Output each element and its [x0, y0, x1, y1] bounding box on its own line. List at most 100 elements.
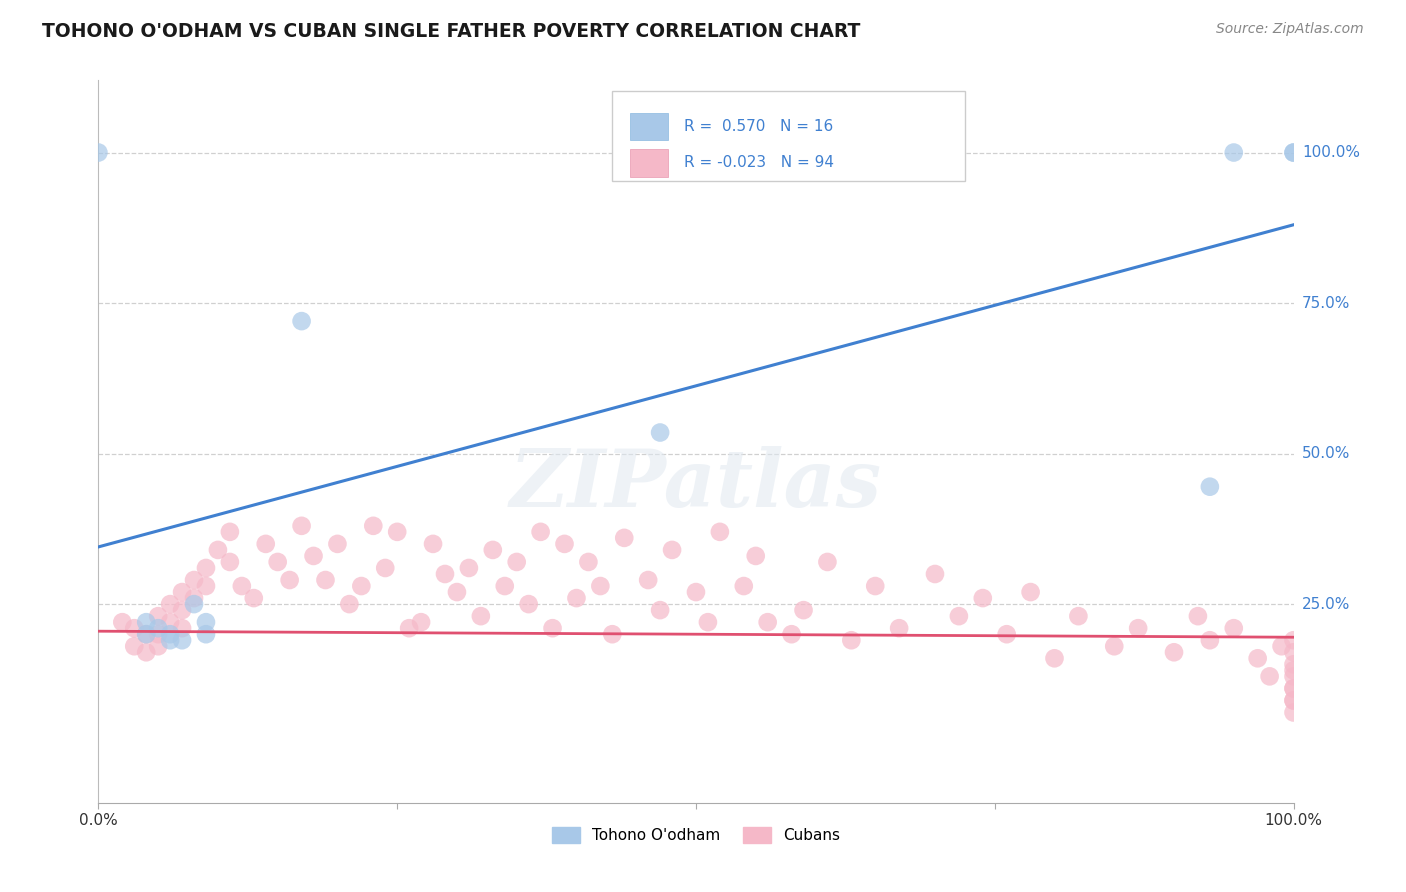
FancyBboxPatch shape [613, 91, 965, 181]
Point [602, 627, 624, 641]
Point [1282, 657, 1305, 672]
Point [172, 633, 194, 648]
Point [148, 627, 170, 641]
Point [219, 524, 242, 539]
Point [841, 633, 863, 648]
Point [1258, 669, 1281, 683]
Point [183, 573, 205, 587]
Point [697, 615, 720, 630]
Point [470, 609, 492, 624]
Point [374, 561, 396, 575]
Point [326, 537, 349, 551]
Text: 75.0%: 75.0% [1302, 295, 1350, 310]
Point [685, 585, 707, 599]
Point [554, 537, 576, 551]
Point [1282, 681, 1305, 696]
Point [207, 542, 229, 557]
Point [446, 585, 468, 599]
Point [1271, 639, 1294, 653]
Point [972, 591, 994, 606]
Point [278, 573, 301, 587]
Point [172, 621, 194, 635]
Point [195, 615, 218, 630]
Point [506, 555, 529, 569]
Point [745, 549, 768, 563]
Point [172, 585, 194, 599]
Point [578, 555, 600, 569]
Point [267, 555, 290, 569]
Point [793, 603, 815, 617]
Point [541, 621, 564, 635]
Point [815, 555, 838, 569]
FancyBboxPatch shape [630, 112, 668, 140]
Point [124, 621, 146, 635]
Point [1019, 585, 1042, 599]
Point [1104, 639, 1126, 653]
Point [398, 621, 420, 635]
Point [1223, 145, 1246, 160]
Point [135, 615, 157, 630]
Point [159, 597, 181, 611]
Point [481, 542, 505, 557]
Point [231, 579, 253, 593]
Point [434, 567, 457, 582]
Point [1282, 693, 1305, 707]
Point [315, 573, 337, 587]
Point [195, 627, 218, 641]
Point [1282, 681, 1305, 696]
Point [148, 639, 170, 653]
Point [780, 627, 803, 641]
Point [124, 639, 146, 653]
Text: TOHONO O'ODHAM VS CUBAN SINGLE FATHER POVERTY CORRELATION CHART: TOHONO O'ODHAM VS CUBAN SINGLE FATHER PO… [42, 22, 860, 41]
Point [291, 314, 314, 328]
Point [865, 579, 887, 593]
Text: 25.0%: 25.0% [1302, 597, 1350, 612]
Text: Source: ZipAtlas.com: Source: ZipAtlas.com [1216, 22, 1364, 37]
Point [1282, 145, 1305, 160]
Point [709, 524, 731, 539]
Point [756, 615, 779, 630]
Point [530, 524, 553, 539]
Point [1282, 706, 1305, 720]
Point [1199, 480, 1222, 494]
Point [111, 615, 134, 630]
Point [613, 531, 636, 545]
Text: ZIPatlas: ZIPatlas [510, 446, 882, 524]
Point [1282, 693, 1305, 707]
Point [494, 579, 516, 593]
Point [648, 425, 672, 440]
Point [948, 609, 970, 624]
Point [183, 597, 205, 611]
Point [1282, 645, 1305, 659]
Point [1199, 633, 1222, 648]
Point [733, 579, 755, 593]
Point [1282, 633, 1305, 648]
Point [183, 591, 205, 606]
Point [458, 561, 481, 575]
Point [159, 627, 181, 641]
Point [565, 591, 588, 606]
Point [1043, 651, 1066, 665]
Point [517, 597, 540, 611]
Text: R =  0.570   N = 16: R = 0.570 N = 16 [685, 119, 834, 134]
Point [924, 567, 946, 582]
Point [135, 627, 157, 641]
Point [995, 627, 1018, 641]
Point [661, 542, 683, 557]
Point [195, 561, 218, 575]
Point [243, 591, 266, 606]
Point [1187, 609, 1209, 624]
Legend: Tohono O'odham, Cubans: Tohono O'odham, Cubans [546, 822, 846, 849]
Point [422, 537, 444, 551]
Point [148, 621, 170, 635]
Point [172, 603, 194, 617]
Text: 50.0%: 50.0% [1302, 446, 1350, 461]
Point [159, 615, 181, 630]
Point [1282, 669, 1305, 683]
Point [1282, 664, 1305, 678]
Point [135, 645, 157, 659]
Point [648, 603, 672, 617]
Point [1067, 609, 1090, 624]
Point [339, 597, 361, 611]
Point [302, 549, 325, 563]
